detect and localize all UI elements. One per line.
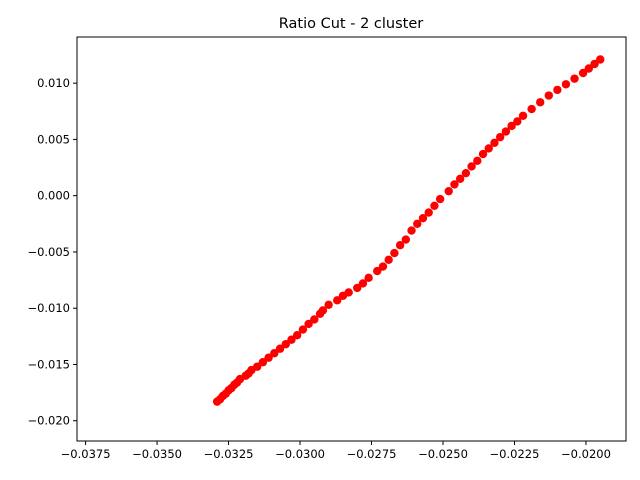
y-tick-label: −0.005 <box>27 245 70 259</box>
data-point <box>258 358 268 367</box>
data-point <box>378 262 388 271</box>
data-point <box>490 138 499 147</box>
data-point <box>310 315 319 324</box>
data-point <box>264 353 273 362</box>
y-tick-label: 0.005 <box>37 132 70 146</box>
data-point <box>495 132 505 142</box>
data-point <box>418 213 428 223</box>
data-point <box>444 186 453 196</box>
x-tick-label: −0.0350 <box>132 447 182 461</box>
y-tick-label: −0.010 <box>27 301 70 315</box>
data-point <box>430 201 439 211</box>
data-point <box>450 180 459 189</box>
data-point <box>561 80 571 89</box>
data-point <box>596 55 605 64</box>
data-point <box>298 325 308 334</box>
data-point <box>344 288 353 297</box>
data-point <box>578 68 588 78</box>
data-point <box>570 74 579 83</box>
y-axis: −0.020 −0.015 −0.010 −0.005 0.000 0.005 0.010 <box>27 76 77 428</box>
data-point <box>292 331 302 340</box>
x-tick-label: −0.0200 <box>561 447 611 461</box>
data-point <box>395 240 405 250</box>
y-tick-label: 0.010 <box>37 76 70 90</box>
data-point <box>435 194 445 204</box>
data-point <box>270 349 279 358</box>
data-point <box>407 226 416 235</box>
data-point <box>455 174 465 183</box>
y-tick-label: 0.000 <box>37 189 70 203</box>
data-point <box>304 319 313 329</box>
data-point <box>484 144 493 153</box>
data-point <box>473 156 482 165</box>
data-point <box>544 91 553 100</box>
data-point <box>390 248 399 258</box>
data-point <box>384 255 393 265</box>
data-point <box>373 266 382 276</box>
data-point <box>275 344 285 353</box>
x-tick-label: −0.0375 <box>61 447 111 461</box>
data-point <box>590 59 599 69</box>
data-point <box>507 121 516 131</box>
data-point <box>513 117 522 126</box>
x-tick-label: −0.0250 <box>418 447 468 461</box>
data-point <box>318 306 328 315</box>
y-tick-label: −0.015 <box>27 357 70 371</box>
x-tick-label: −0.0225 <box>490 447 540 461</box>
data-point <box>333 296 342 305</box>
x-axis: −0.0375 −0.0350 −0.0325 −0.0300 −0.0275 −0.02… <box>61 441 611 461</box>
data-point <box>527 104 536 114</box>
data-points <box>212 55 605 406</box>
x-tick-label: −0.0300 <box>275 447 325 461</box>
data-point <box>358 279 368 288</box>
data-point <box>401 235 411 244</box>
data-point <box>324 300 333 310</box>
chart-title: Ratio Cut - 2 cluster <box>279 16 423 32</box>
data-point <box>413 219 422 229</box>
data-point <box>536 98 545 107</box>
data-point <box>501 127 511 136</box>
data-point <box>553 85 562 95</box>
data-point <box>252 362 262 371</box>
x-tick-label: −0.0275 <box>347 447 397 461</box>
data-point <box>424 208 433 217</box>
y-tick-label: −0.020 <box>27 414 70 428</box>
data-point <box>364 273 373 283</box>
data-point <box>287 335 296 344</box>
plot-area-frame <box>76 36 627 442</box>
data-point <box>281 340 290 349</box>
data-point <box>584 64 594 73</box>
data-point <box>353 283 362 293</box>
data-point <box>478 149 488 159</box>
data-point <box>518 111 528 120</box>
data-point <box>467 162 476 171</box>
x-tick-label: −0.0325 <box>204 447 254 461</box>
data-point <box>461 168 471 178</box>
